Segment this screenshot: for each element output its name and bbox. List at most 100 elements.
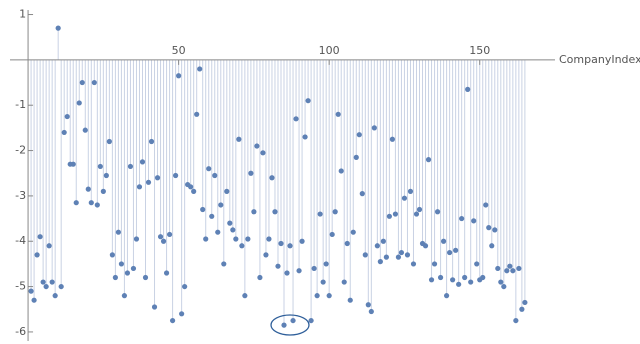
point [516, 265, 522, 272]
point [422, 243, 429, 249]
x-axis-label: CompanyIndex [559, 53, 640, 66]
point [254, 143, 260, 149]
point [338, 168, 344, 174]
y-tick-label: -6 [15, 325, 26, 338]
point [335, 111, 341, 117]
point [200, 206, 206, 213]
point [160, 238, 167, 244]
point [248, 170, 254, 176]
point [124, 270, 131, 276]
point [179, 311, 185, 317]
y-tick-label: -4 [15, 234, 26, 247]
point [305, 98, 311, 104]
point [287, 243, 293, 249]
point [353, 154, 359, 160]
point [437, 274, 444, 281]
point [82, 127, 88, 133]
point [242, 293, 248, 299]
x-tick-label: 100 [319, 44, 340, 57]
point [239, 243, 245, 249]
point [389, 136, 396, 142]
y-tick-label: -5 [15, 280, 26, 293]
point [173, 172, 179, 179]
point [320, 279, 326, 285]
point [194, 111, 200, 117]
point [142, 274, 149, 281]
point [416, 206, 423, 213]
point [350, 229, 356, 235]
point [64, 113, 70, 120]
point [513, 317, 519, 324]
point [392, 211, 399, 217]
point [401, 195, 408, 201]
point [197, 66, 203, 72]
point [341, 279, 347, 285]
point [212, 172, 218, 179]
point [103, 172, 109, 179]
point [317, 211, 323, 217]
point [34, 252, 40, 258]
point [112, 274, 118, 281]
point [151, 304, 158, 310]
point [344, 240, 350, 247]
point [118, 261, 125, 267]
point [371, 125, 377, 131]
point [299, 238, 305, 244]
point [206, 166, 212, 172]
point [230, 227, 236, 233]
point [383, 254, 389, 260]
point [365, 302, 371, 308]
point [486, 225, 492, 231]
point [456, 281, 462, 287]
point [121, 293, 128, 299]
point [97, 163, 103, 170]
x-tick-label: 150 [469, 44, 490, 57]
point [263, 252, 269, 258]
point [398, 249, 405, 256]
point [55, 25, 61, 31]
point [522, 299, 528, 306]
point [176, 73, 182, 79]
point [447, 249, 453, 256]
point [221, 261, 227, 267]
point [332, 209, 338, 215]
point [94, 202, 100, 208]
point [218, 202, 224, 208]
point [70, 161, 76, 167]
point [302, 134, 308, 140]
point [501, 283, 507, 290]
point [272, 209, 278, 215]
point [109, 252, 115, 258]
point [459, 215, 465, 222]
point [245, 236, 251, 242]
point [314, 293, 320, 299]
highlight-circle [270, 314, 310, 336]
point [163, 270, 170, 276]
point [293, 116, 299, 122]
point [79, 79, 85, 86]
point [227, 220, 233, 226]
point [326, 293, 332, 299]
point [40, 279, 46, 285]
point [498, 279, 504, 285]
point [233, 236, 239, 242]
point [275, 263, 281, 269]
point [130, 265, 137, 272]
point [359, 191, 365, 197]
point [76, 100, 82, 106]
y-tick-label: -2 [15, 144, 26, 157]
point [431, 261, 438, 267]
point [209, 213, 215, 219]
point [139, 159, 146, 165]
point [519, 306, 525, 312]
point [407, 188, 414, 194]
point [127, 163, 134, 170]
point [37, 234, 43, 240]
point [257, 274, 263, 281]
point [73, 200, 79, 206]
point [440, 238, 447, 244]
point [148, 138, 155, 145]
point [133, 236, 140, 242]
point [413, 211, 420, 217]
point [49, 279, 55, 285]
